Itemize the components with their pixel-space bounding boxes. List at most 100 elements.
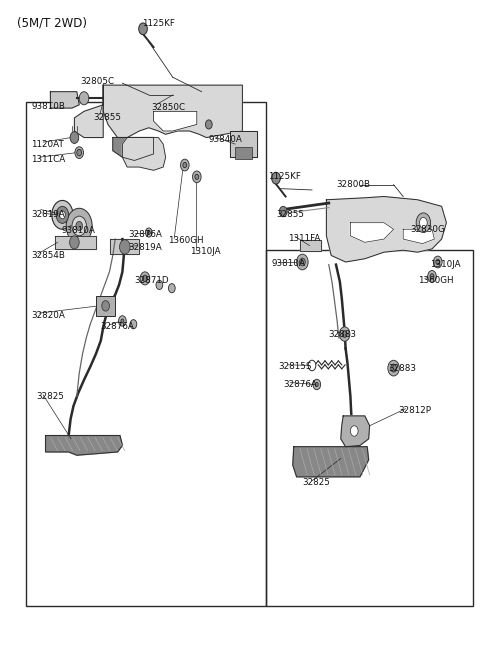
Circle shape bbox=[79, 92, 89, 105]
Circle shape bbox=[72, 216, 86, 236]
Circle shape bbox=[140, 272, 150, 285]
Circle shape bbox=[180, 159, 189, 171]
Text: 32819A: 32819A bbox=[129, 243, 162, 252]
Text: 1360GH: 1360GH bbox=[418, 276, 453, 285]
Text: 32800B: 32800B bbox=[336, 180, 370, 189]
Text: 93810B: 93810B bbox=[31, 102, 65, 111]
Circle shape bbox=[300, 258, 305, 266]
Bar bbox=[26, 102, 266, 606]
Text: 1120AT: 1120AT bbox=[31, 140, 64, 149]
Polygon shape bbox=[122, 138, 166, 170]
Polygon shape bbox=[230, 131, 257, 157]
Text: 32871D: 32871D bbox=[134, 276, 169, 285]
Polygon shape bbox=[293, 447, 369, 477]
Circle shape bbox=[315, 383, 318, 386]
Text: 1125KF: 1125KF bbox=[268, 172, 300, 181]
Polygon shape bbox=[103, 85, 242, 138]
Circle shape bbox=[77, 149, 82, 156]
Polygon shape bbox=[55, 236, 96, 249]
Text: 1310JA: 1310JA bbox=[190, 247, 220, 256]
Circle shape bbox=[130, 320, 137, 329]
Text: 32815S: 32815S bbox=[278, 362, 312, 371]
Text: 32876A: 32876A bbox=[129, 230, 163, 239]
Circle shape bbox=[168, 284, 175, 293]
Circle shape bbox=[70, 132, 79, 143]
Circle shape bbox=[143, 275, 147, 282]
Text: 1311FA: 1311FA bbox=[288, 234, 320, 243]
Circle shape bbox=[416, 213, 431, 233]
Text: 32855: 32855 bbox=[94, 113, 121, 122]
Circle shape bbox=[301, 261, 303, 263]
Circle shape bbox=[308, 360, 316, 371]
Circle shape bbox=[313, 379, 321, 390]
Circle shape bbox=[195, 174, 199, 179]
Circle shape bbox=[76, 221, 83, 231]
Polygon shape bbox=[341, 416, 370, 447]
Polygon shape bbox=[300, 240, 321, 251]
Polygon shape bbox=[74, 85, 103, 138]
Text: 93810A: 93810A bbox=[61, 226, 96, 235]
Circle shape bbox=[388, 360, 399, 376]
Circle shape bbox=[279, 206, 287, 217]
Text: 32825: 32825 bbox=[302, 478, 330, 487]
Circle shape bbox=[428, 271, 436, 282]
Text: 32812P: 32812P bbox=[398, 406, 432, 415]
Polygon shape bbox=[154, 111, 197, 131]
Polygon shape bbox=[50, 92, 79, 108]
Text: 32850C: 32850C bbox=[151, 103, 185, 112]
Text: 32883: 32883 bbox=[388, 364, 416, 373]
Circle shape bbox=[297, 254, 308, 270]
Circle shape bbox=[420, 217, 427, 228]
Circle shape bbox=[70, 236, 79, 249]
Circle shape bbox=[60, 211, 65, 219]
Circle shape bbox=[119, 316, 126, 326]
Circle shape bbox=[102, 301, 109, 311]
Circle shape bbox=[272, 172, 280, 184]
Text: 32825: 32825 bbox=[36, 392, 64, 402]
Circle shape bbox=[433, 256, 442, 268]
Text: 32876A: 32876A bbox=[101, 322, 135, 331]
Circle shape bbox=[350, 426, 358, 436]
Polygon shape bbox=[403, 229, 434, 244]
Circle shape bbox=[56, 206, 69, 223]
Polygon shape bbox=[46, 436, 122, 455]
Circle shape bbox=[436, 259, 440, 265]
Text: 93810A: 93810A bbox=[271, 259, 305, 269]
Text: 1310JA: 1310JA bbox=[430, 260, 460, 269]
Text: 32820A: 32820A bbox=[31, 310, 65, 320]
Circle shape bbox=[205, 120, 212, 129]
Circle shape bbox=[145, 228, 152, 237]
Bar bbox=[266, 250, 473, 606]
Text: 32876A: 32876A bbox=[283, 380, 317, 389]
Circle shape bbox=[339, 327, 350, 341]
Text: 1311CA: 1311CA bbox=[31, 155, 65, 164]
Circle shape bbox=[156, 280, 163, 290]
Text: 32805C: 32805C bbox=[81, 77, 115, 86]
Circle shape bbox=[52, 200, 73, 229]
Bar bbox=[235, 147, 252, 159]
Circle shape bbox=[430, 274, 434, 279]
Circle shape bbox=[66, 208, 92, 244]
Circle shape bbox=[139, 23, 147, 35]
Text: 32819A: 32819A bbox=[31, 210, 65, 219]
Circle shape bbox=[183, 162, 187, 168]
Bar bbox=[96, 296, 115, 316]
Circle shape bbox=[192, 171, 201, 183]
Text: 32830G: 32830G bbox=[410, 225, 445, 234]
Polygon shape bbox=[110, 239, 139, 254]
Polygon shape bbox=[326, 196, 446, 262]
Text: 32854B: 32854B bbox=[31, 251, 65, 260]
Circle shape bbox=[342, 331, 347, 337]
Text: 93840A: 93840A bbox=[209, 135, 243, 144]
Text: (5M/T 2WD): (5M/T 2WD) bbox=[17, 16, 87, 29]
Circle shape bbox=[121, 319, 124, 323]
Text: 1360GH: 1360GH bbox=[168, 236, 204, 245]
Text: 32883: 32883 bbox=[329, 329, 357, 339]
Polygon shape bbox=[113, 138, 154, 160]
Text: 32855: 32855 bbox=[276, 210, 304, 219]
Circle shape bbox=[391, 364, 396, 372]
Circle shape bbox=[120, 240, 130, 254]
Polygon shape bbox=[350, 223, 394, 242]
Text: 1125KF: 1125KF bbox=[142, 19, 174, 28]
Circle shape bbox=[147, 231, 150, 234]
